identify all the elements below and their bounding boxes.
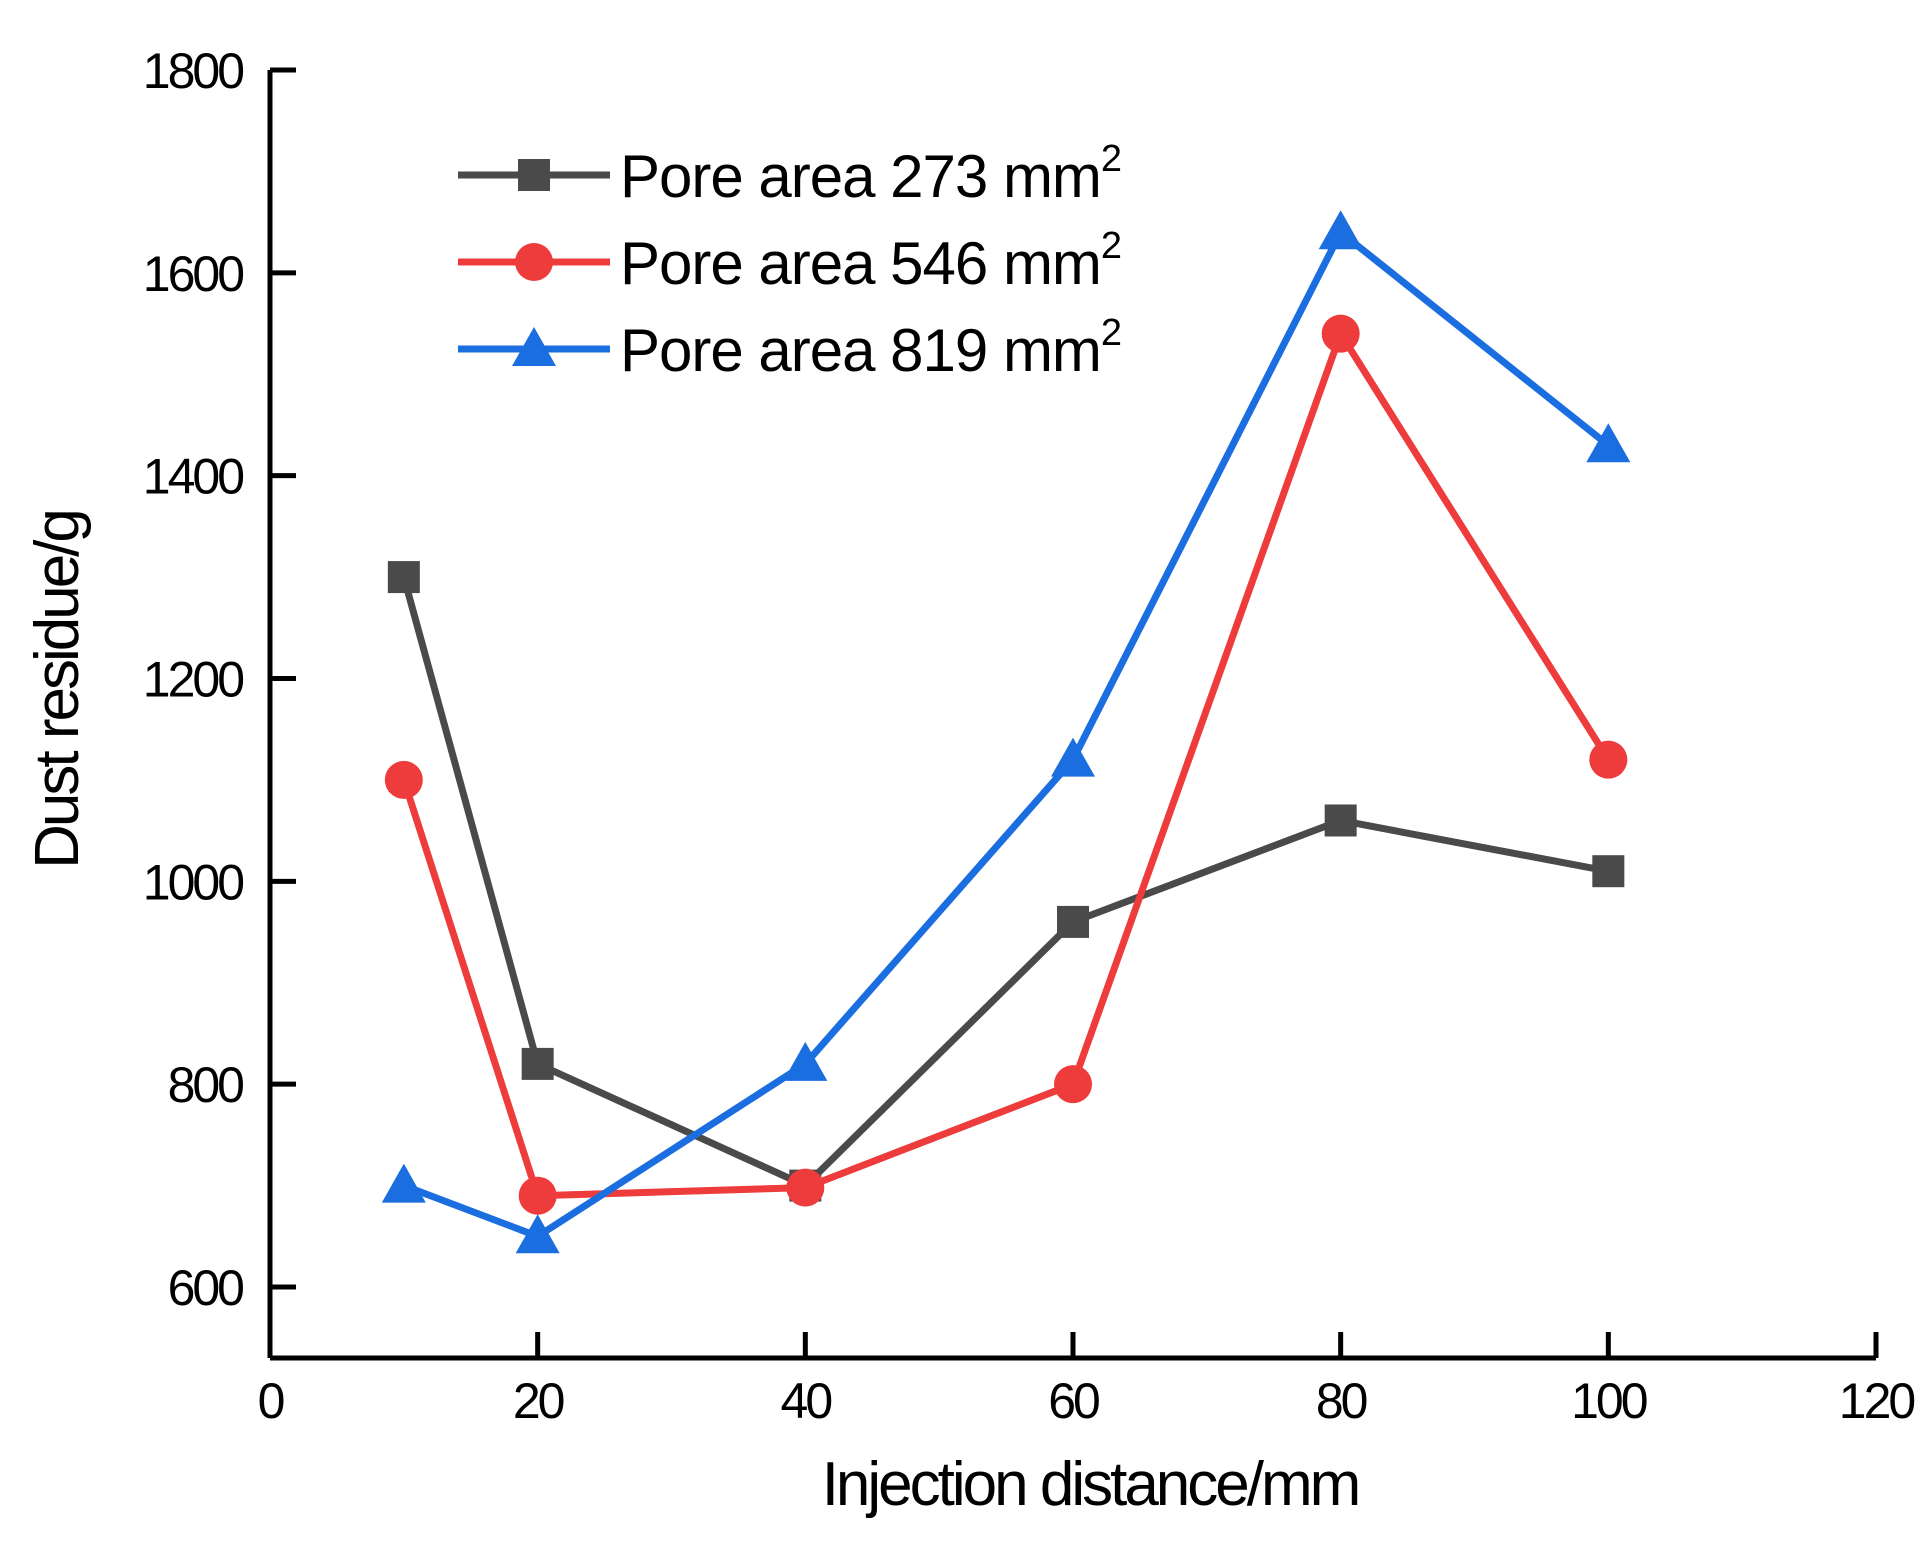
series-1 — [387, 561, 1625, 1202]
legend-entry-3: Pore area 819 mm2 — [458, 312, 1122, 384]
x-axis-title: Injection distance/mm — [822, 1450, 1359, 1519]
series-3-point — [515, 1214, 560, 1254]
series-3-line — [402, 228, 1611, 1240]
series-2 — [384, 314, 1628, 1215]
series-3 — [381, 210, 1631, 1254]
y-axis-title: Dust residue/g — [23, 511, 92, 869]
series-2-line — [400, 330, 1612, 1200]
series-layer — [381, 210, 1631, 1254]
legend-entry-1: Pore area 273 mm2 — [458, 138, 1122, 210]
legend-marker — [515, 243, 553, 281]
y-tick-label: 1800 — [143, 43, 243, 99]
legend-label-superscript: 2 — [1101, 138, 1121, 180]
series-3-point — [1051, 737, 1095, 777]
series-3-point — [1586, 423, 1631, 463]
y-tick-label: 1000 — [143, 854, 243, 910]
legend-marker — [512, 327, 556, 366]
series-1-point — [1324, 804, 1357, 837]
y-tick-label: 600 — [168, 1260, 244, 1316]
y-tick-label: 1600 — [143, 246, 243, 302]
series-2-point — [518, 1176, 557, 1215]
series-1-point — [1057, 905, 1089, 938]
series-2-point — [1054, 1065, 1092, 1104]
axes: 600 800 1000 1200 1400 1600 1800 0 20 40 60 80 100 12… — [143, 43, 1918, 1429]
x-tick-label: 120 — [1839, 1373, 1915, 1429]
y-tick-label: 1400 — [143, 449, 243, 505]
series-1-point — [1592, 855, 1625, 888]
y-tick-label: 800 — [168, 1057, 244, 1113]
legend-label-superscript: 2 — [1101, 225, 1121, 267]
x-tick-label: 40 — [781, 1373, 832, 1429]
x-tick-label: 100 — [1571, 1373, 1647, 1429]
series-1-line — [400, 576, 1609, 1190]
x-tick-label: 80 — [1316, 1373, 1367, 1429]
series-2-point — [786, 1168, 825, 1207]
legend: Pore area 273 mm2 Pore area 546 mm2 Pore a… — [458, 138, 1122, 384]
series-3-point — [783, 1041, 828, 1081]
legend-label: Pore area 273 mm2 — [620, 138, 1121, 210]
x-tick-label: 0 — [258, 1373, 284, 1429]
series-1-point — [387, 561, 420, 594]
series-2-point — [1589, 740, 1628, 779]
legend-marker — [518, 159, 550, 191]
series-2-point — [1321, 314, 1360, 353]
y-tick-label: 1200 — [143, 652, 243, 708]
legend-entry-2: Pore area 546 mm2 — [458, 225, 1122, 297]
legend-label: Pore area 819 mm2 — [620, 312, 1121, 384]
legend-label: Pore area 546 mm2 — [620, 225, 1121, 297]
series-3-point — [381, 1163, 426, 1203]
series-3-point — [1318, 210, 1363, 250]
x-tick-label: 20 — [513, 1373, 564, 1429]
x-tick-label: 60 — [1048, 1373, 1099, 1429]
series-1-point — [521, 1047, 554, 1080]
legend-label-superscript: 2 — [1101, 312, 1121, 354]
series-2-point — [384, 760, 423, 799]
